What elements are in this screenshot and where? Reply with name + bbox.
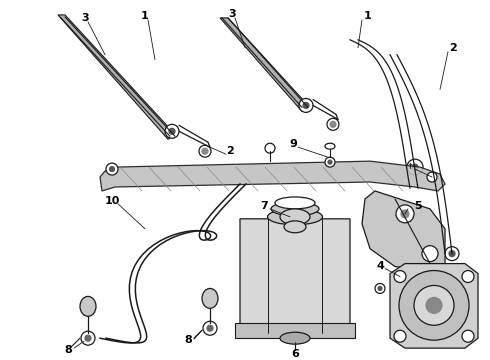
Circle shape (401, 210, 409, 218)
Circle shape (399, 271, 469, 340)
Text: 9: 9 (289, 139, 297, 149)
Polygon shape (235, 323, 355, 338)
Circle shape (394, 330, 406, 342)
Circle shape (422, 246, 438, 262)
Circle shape (203, 321, 217, 335)
Circle shape (85, 335, 91, 341)
Ellipse shape (275, 197, 315, 209)
Circle shape (202, 148, 208, 154)
Text: 5: 5 (414, 201, 422, 211)
Circle shape (169, 128, 175, 134)
Circle shape (375, 283, 385, 293)
Polygon shape (58, 15, 175, 139)
Circle shape (325, 157, 335, 167)
Polygon shape (100, 161, 445, 191)
Circle shape (81, 331, 95, 345)
Circle shape (207, 325, 213, 331)
Text: 7: 7 (260, 201, 268, 211)
Circle shape (462, 330, 474, 342)
Circle shape (303, 103, 309, 108)
Ellipse shape (284, 221, 306, 233)
Ellipse shape (325, 143, 335, 149)
Text: 8: 8 (64, 345, 72, 355)
Circle shape (462, 271, 474, 283)
Circle shape (445, 247, 459, 261)
Text: 8: 8 (184, 335, 192, 345)
Polygon shape (220, 18, 310, 111)
Text: 10: 10 (104, 196, 120, 206)
Text: 4: 4 (376, 261, 384, 271)
Polygon shape (362, 191, 445, 271)
Text: ↑: ↑ (407, 162, 414, 171)
Circle shape (396, 205, 414, 223)
Ellipse shape (80, 296, 96, 316)
Circle shape (412, 164, 418, 170)
Circle shape (299, 99, 313, 112)
Circle shape (106, 163, 118, 175)
Ellipse shape (202, 288, 218, 309)
Circle shape (199, 145, 211, 157)
Circle shape (330, 121, 336, 127)
Circle shape (427, 172, 437, 182)
Ellipse shape (271, 202, 319, 216)
Circle shape (327, 118, 339, 130)
Text: 1: 1 (364, 11, 372, 21)
Polygon shape (240, 219, 350, 333)
Text: 2: 2 (226, 146, 234, 156)
Circle shape (414, 285, 454, 325)
Text: 3: 3 (228, 9, 236, 19)
Text: 1: 1 (141, 11, 149, 21)
Circle shape (449, 251, 455, 257)
Circle shape (394, 271, 406, 283)
Circle shape (328, 160, 332, 164)
Ellipse shape (280, 332, 310, 344)
Text: 3: 3 (81, 13, 89, 23)
Text: 6: 6 (291, 349, 299, 359)
Circle shape (165, 124, 179, 138)
Circle shape (407, 159, 423, 175)
Polygon shape (390, 264, 478, 348)
Circle shape (265, 143, 275, 153)
Circle shape (426, 297, 442, 313)
Text: 2: 2 (449, 43, 457, 53)
Circle shape (378, 287, 382, 291)
Ellipse shape (268, 209, 322, 225)
Circle shape (109, 167, 115, 172)
Ellipse shape (280, 209, 310, 225)
